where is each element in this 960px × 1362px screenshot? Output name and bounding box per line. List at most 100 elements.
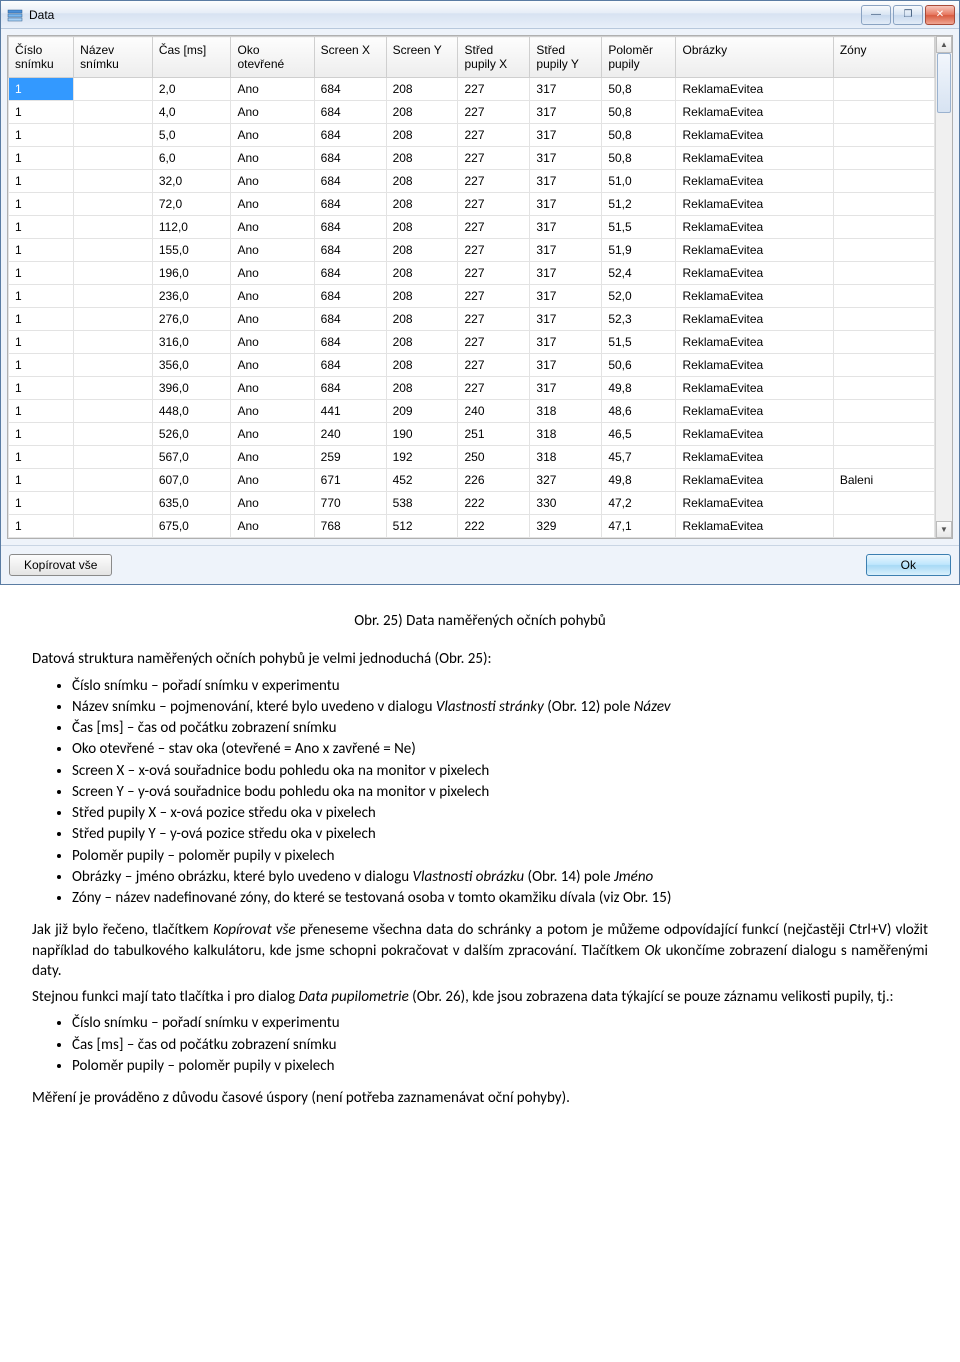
- table-cell[interactable]: 1: [9, 377, 74, 400]
- table-cell[interactable]: 190: [386, 423, 458, 446]
- table-cell[interactable]: ReklamaEvitea: [676, 308, 833, 331]
- table-cell[interactable]: [74, 354, 153, 377]
- table-row[interactable]: 1276,0Ano68420822731752,3ReklamaEvitea: [9, 308, 935, 331]
- table-cell[interactable]: Ano: [231, 515, 314, 538]
- table-cell[interactable]: 208: [386, 354, 458, 377]
- column-header[interactable]: Oko otevřené: [231, 37, 314, 78]
- table-cell[interactable]: ReklamaEvitea: [676, 78, 833, 101]
- table-cell[interactable]: 1: [9, 308, 74, 331]
- table-cell[interactable]: ReklamaEvitea: [676, 400, 833, 423]
- table-cell[interactable]: 684: [314, 193, 386, 216]
- scroll-up-arrow-icon[interactable]: ▲: [936, 36, 952, 53]
- table-row[interactable]: 16,0Ano68420822731750,8ReklamaEvitea: [9, 147, 935, 170]
- table-cell[interactable]: 317: [530, 308, 602, 331]
- table-cell[interactable]: 567,0: [152, 446, 231, 469]
- table-cell[interactable]: ReklamaEvitea: [676, 147, 833, 170]
- table-cell[interactable]: 317: [530, 377, 602, 400]
- table-cell[interactable]: [833, 354, 934, 377]
- table-cell[interactable]: ReklamaEvitea: [676, 446, 833, 469]
- table-cell[interactable]: 329: [530, 515, 602, 538]
- table-cell[interactable]: [833, 515, 934, 538]
- table-cell[interactable]: 317: [530, 147, 602, 170]
- table-cell[interactable]: ReklamaEvitea: [676, 101, 833, 124]
- table-cell[interactable]: 276,0: [152, 308, 231, 331]
- table-cell[interactable]: [833, 193, 934, 216]
- table-cell[interactable]: 155,0: [152, 239, 231, 262]
- vertical-scrollbar[interactable]: ▲ ▼: [935, 36, 952, 538]
- table-cell[interactable]: 227: [458, 101, 530, 124]
- table-row[interactable]: 1356,0Ano68420822731750,6ReklamaEvitea: [9, 354, 935, 377]
- table-cell[interactable]: 684: [314, 124, 386, 147]
- table-cell[interactable]: 684: [314, 308, 386, 331]
- table-cell[interactable]: [74, 262, 153, 285]
- table-cell[interactable]: 226: [458, 469, 530, 492]
- table-cell[interactable]: ReklamaEvitea: [676, 331, 833, 354]
- table-row[interactable]: 1567,0Ano25919225031845,7ReklamaEvitea: [9, 446, 935, 469]
- table-cell[interactable]: ReklamaEvitea: [676, 492, 833, 515]
- table-cell[interactable]: [833, 124, 934, 147]
- table-cell[interactable]: 356,0: [152, 354, 231, 377]
- table-row[interactable]: 1675,0Ano76851222232947,1ReklamaEvitea: [9, 515, 935, 538]
- table-cell[interactable]: [833, 400, 934, 423]
- column-header[interactable]: Číslo snímku: [9, 37, 74, 78]
- table-cell[interactable]: 49,8: [602, 469, 676, 492]
- table-row[interactable]: 1526,0Ano24019025131846,5ReklamaEvitea: [9, 423, 935, 446]
- table-cell[interactable]: 50,6: [602, 354, 676, 377]
- table-cell[interactable]: 50,8: [602, 78, 676, 101]
- table-cell[interactable]: [74, 193, 153, 216]
- table-cell[interactable]: 1: [9, 193, 74, 216]
- ok-button[interactable]: Ok: [866, 554, 951, 576]
- table-cell[interactable]: 208: [386, 239, 458, 262]
- table-cell[interactable]: 318: [530, 400, 602, 423]
- table-cell[interactable]: 236,0: [152, 285, 231, 308]
- table-cell[interactable]: 684: [314, 239, 386, 262]
- table-cell[interactable]: 1: [9, 446, 74, 469]
- table-cell[interactable]: [74, 170, 153, 193]
- table-cell[interactable]: 227: [458, 193, 530, 216]
- table-cell[interactable]: [74, 124, 153, 147]
- table-cell[interactable]: 1: [9, 331, 74, 354]
- minimize-button[interactable]: —: [861, 5, 891, 25]
- column-header[interactable]: Název snímku: [74, 37, 153, 78]
- table-cell[interactable]: 317: [530, 193, 602, 216]
- table-cell[interactable]: Ano: [231, 469, 314, 492]
- table-cell[interactable]: 317: [530, 262, 602, 285]
- table-cell[interactable]: 52,4: [602, 262, 676, 285]
- copy-all-button[interactable]: Kopírovat vše: [9, 554, 112, 576]
- table-cell[interactable]: [74, 216, 153, 239]
- data-grid[interactable]: Číslo snímkuNázev snímkuČas [ms]Oko otev…: [8, 36, 935, 538]
- table-cell[interactable]: 1: [9, 170, 74, 193]
- table-cell[interactable]: ReklamaEvitea: [676, 423, 833, 446]
- table-cell[interactable]: ReklamaEvitea: [676, 193, 833, 216]
- table-cell[interactable]: Ano: [231, 262, 314, 285]
- table-cell[interactable]: 317: [530, 239, 602, 262]
- table-cell[interactable]: [74, 515, 153, 538]
- table-cell[interactable]: 48,6: [602, 400, 676, 423]
- table-cell[interactable]: ReklamaEvitea: [676, 377, 833, 400]
- table-cell[interactable]: 452: [386, 469, 458, 492]
- table-cell[interactable]: [833, 101, 934, 124]
- column-header[interactable]: Screen X: [314, 37, 386, 78]
- table-cell[interactable]: 227: [458, 147, 530, 170]
- table-cell[interactable]: 196,0: [152, 262, 231, 285]
- table-cell[interactable]: 208: [386, 170, 458, 193]
- table-cell[interactable]: 512: [386, 515, 458, 538]
- table-cell[interactable]: ReklamaEvitea: [676, 170, 833, 193]
- table-cell[interactable]: 227: [458, 124, 530, 147]
- table-cell[interactable]: ReklamaEvitea: [676, 262, 833, 285]
- column-header[interactable]: Čas [ms]: [152, 37, 231, 78]
- column-header[interactable]: Obrázky: [676, 37, 833, 78]
- table-cell[interactable]: Ano: [231, 147, 314, 170]
- table-cell[interactable]: [833, 216, 934, 239]
- table-cell[interactable]: 316,0: [152, 331, 231, 354]
- table-cell[interactable]: 208: [386, 285, 458, 308]
- table-cell[interactable]: ReklamaEvitea: [676, 285, 833, 308]
- table-cell[interactable]: [74, 239, 153, 262]
- table-cell[interactable]: 675,0: [152, 515, 231, 538]
- table-cell[interactable]: ReklamaEvitea: [676, 354, 833, 377]
- table-cell[interactable]: 448,0: [152, 400, 231, 423]
- table-cell[interactable]: 684: [314, 170, 386, 193]
- table-row[interactable]: 1635,0Ano77053822233047,2ReklamaEvitea: [9, 492, 935, 515]
- table-cell[interactable]: [74, 285, 153, 308]
- column-header[interactable]: Poloměr pupily: [602, 37, 676, 78]
